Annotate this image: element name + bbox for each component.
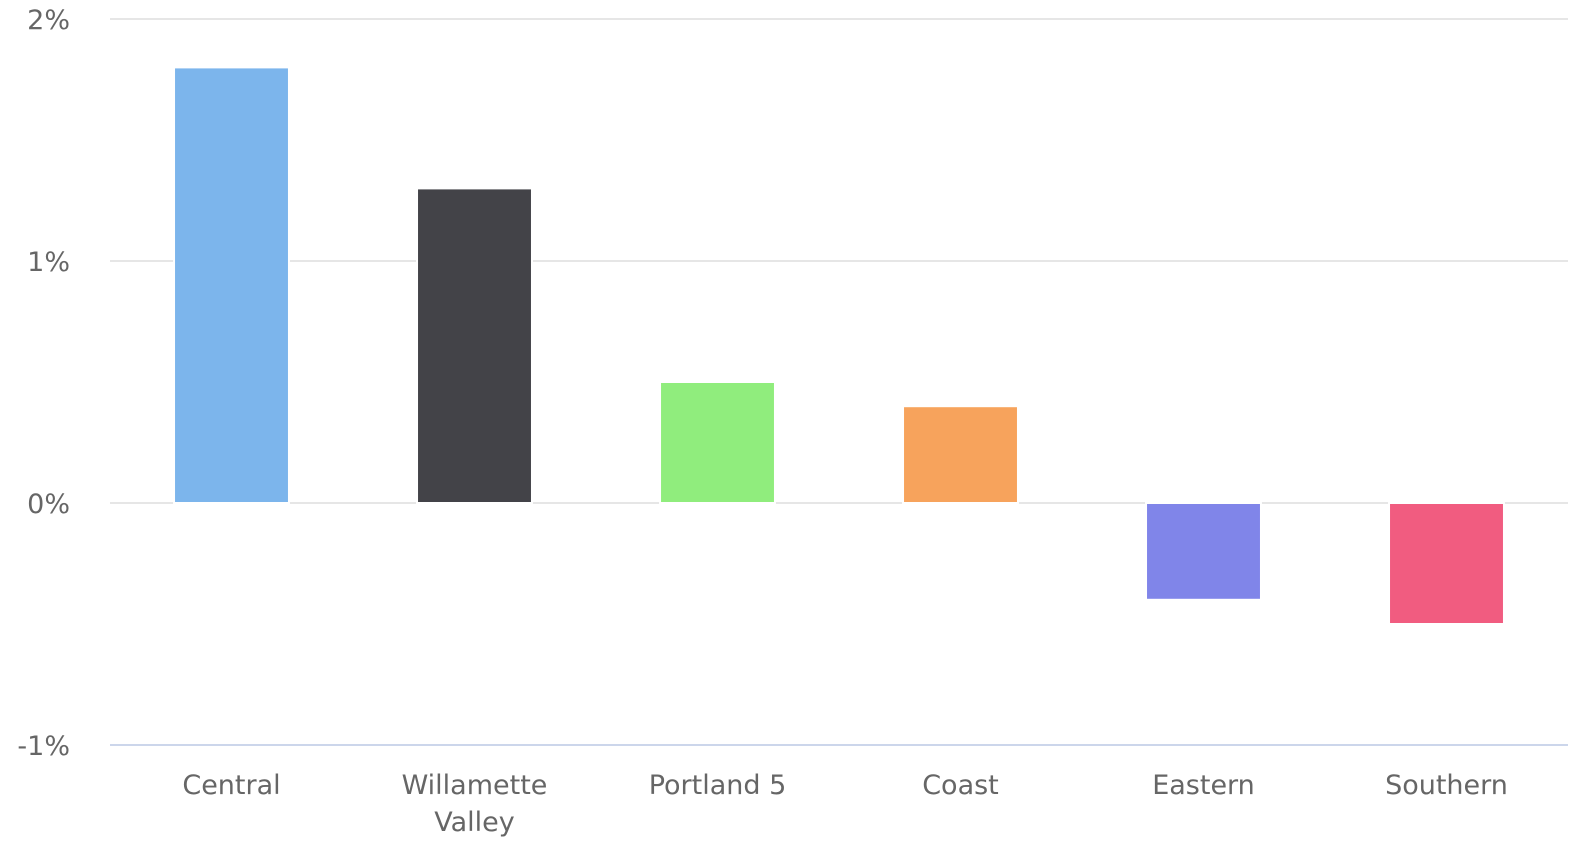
bars bbox=[173, 66, 1505, 625]
x-axis-category-labels: Central Willamette Valley Portland 5 Coast Ea… bbox=[182, 770, 1508, 838]
y-tick-label: 2% bbox=[27, 5, 70, 36]
x-category-label: Coast bbox=[922, 770, 999, 801]
x-category-label: Eastern bbox=[1152, 770, 1255, 801]
y-tick-label: -1% bbox=[17, 731, 70, 762]
bar-coast[interactable] bbox=[902, 405, 1019, 505]
y-tick-label: 1% bbox=[27, 247, 70, 278]
y-axis-tick-labels: 2% 1% 0% -1% bbox=[17, 5, 70, 762]
bar-willamette-valley[interactable] bbox=[416, 187, 533, 504]
bar-central[interactable] bbox=[173, 66, 290, 505]
y-tick-label: 0% bbox=[27, 489, 70, 520]
x-category-label: Southern bbox=[1385, 770, 1508, 801]
bar-eastern[interactable] bbox=[1145, 502, 1262, 601]
x-category-label: Central bbox=[182, 770, 280, 801]
gridlines bbox=[110, 18, 1568, 746]
x-category-label: Portland 5 bbox=[649, 770, 787, 801]
bar-southern[interactable] bbox=[1388, 502, 1505, 625]
x-category-label: Willamette Valley bbox=[402, 770, 548, 838]
bar-portland-5[interactable] bbox=[659, 381, 776, 504]
